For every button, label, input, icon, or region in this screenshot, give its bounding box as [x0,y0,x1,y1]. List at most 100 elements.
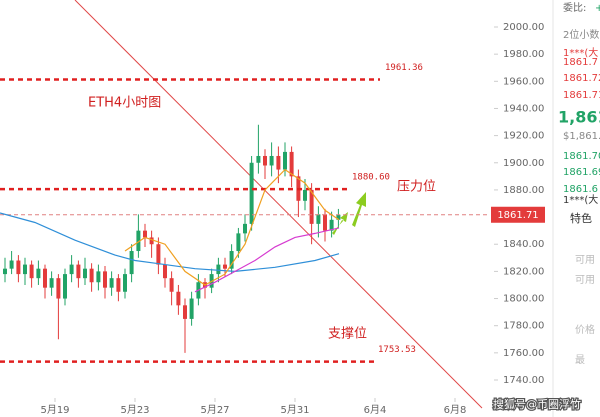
candle-body [283,151,287,170]
side-panel-text: 1861.72 [563,73,600,84]
candle-body [36,268,41,279]
price-tag-label: 1861.71 [497,210,538,221]
candle-body [76,264,81,279]
y-tick-label: 1800.00 [503,294,544,305]
candle-body [229,251,234,269]
side-panel-text: 可用 [575,255,595,266]
candle-body [189,298,194,319]
candle-body [63,274,67,299]
candle-body [16,260,21,275]
candle-body [9,260,14,269]
candle-body [49,278,54,288]
candle-body [123,274,127,292]
side-panel-text: 1,861 [558,108,600,127]
candle-body [156,244,161,265]
candle-body [136,230,141,252]
candle-body [43,268,47,288]
candle-body [289,151,294,177]
side-panel-text: 1861.71 [563,90,600,101]
candle-body [23,264,27,275]
side-panel-text: 1861.6 [563,184,598,195]
candle-body [163,264,167,279]
arrow-icon [332,212,348,235]
candle-body [69,264,74,275]
candle-body [176,291,181,306]
watermark: 搜狐号@币圈浮竹 [493,397,581,411]
side-panel-text: 1861.69 [563,167,600,178]
side-panel-text: 可用 [575,275,595,286]
side-panel-text: 特色 [570,211,592,225]
candle-body [249,162,254,224]
y-tick-label: 1900.00 [503,158,544,169]
candle-body [256,155,261,163]
candle-body [269,155,274,166]
candle-body [276,155,281,170]
candle-body [89,268,94,283]
ma-line [124,168,340,286]
candle-body [236,233,241,252]
y-tick-label: 1740.00 [503,375,544,386]
level-label: 1753.53 [378,345,416,355]
y-tick-label: 1820.00 [503,266,544,277]
resistance-label: 压力位 [397,180,436,195]
candle-body [143,230,147,238]
level-label: 1880.60 [352,173,390,183]
candle-body [183,305,187,319]
side-panel-text: 最 [575,354,585,366]
side-panel-text: + [595,3,600,14]
candle-body [56,278,61,299]
candle-body [169,278,174,292]
candle-body [3,268,7,275]
y-tick-label: 1940.00 [503,103,544,114]
candle-body [29,264,34,279]
candle-body [316,214,321,224]
x-tick-label: 5月23 [120,404,149,416]
candle-body [303,189,307,201]
x-tick-label: 5月31 [280,404,309,416]
trend-line [74,0,483,409]
candle-body [149,237,154,245]
candle-body [309,189,314,224]
y-tick-label: 1880.00 [503,185,544,196]
ma-line [194,227,340,293]
y-tick-label: 1760.00 [503,348,544,359]
side-panel-text: 1***(大 [563,193,598,206]
y-tick-label: 1980.00 [503,49,544,60]
y-tick-label: 1780.00 [503,321,544,332]
candle-body [96,271,101,283]
side-panel-text: $1,861.7 [563,131,600,142]
support-label: 支撑位 [328,327,367,342]
candle-body [323,214,327,231]
x-tick-label: 6月4 [364,404,387,416]
candle-body [223,264,227,269]
candle-body [263,155,267,166]
chart-title: ETH4小时图 [88,96,161,111]
candle-body [129,251,134,275]
x-tick-label: 5月19 [40,404,69,416]
price-tag [491,206,545,223]
candle-body [336,214,341,220]
candle-body [329,219,334,231]
side-panel-text: 价格 [575,323,595,336]
candle-body [216,264,221,275]
side-panel-text: 1861.70 [563,151,600,162]
candle-body [109,278,114,288]
candle-body [103,271,107,288]
ma-line [0,212,340,273]
x-tick-label: 6月8 [444,404,467,416]
y-tick-label: 1840.00 [503,239,544,250]
y-tick-label: 1960.00 [503,76,544,87]
candle-body [243,223,247,234]
side-panel-text: 委比: [563,1,586,14]
arrow-icon [352,192,366,227]
y-tick-label: 2000.00 [503,22,544,33]
side-panel-text: 1***(大 [563,46,598,59]
candle-body [83,268,87,279]
side-panel-text: 1861.7 [563,57,598,68]
y-tick-label: 1920.00 [503,131,544,142]
level-label: 1961.36 [385,63,423,73]
x-tick-label: 5月27 [200,404,229,416]
side-panel-text: 2位小数 [563,28,599,41]
candle-body [116,278,121,292]
